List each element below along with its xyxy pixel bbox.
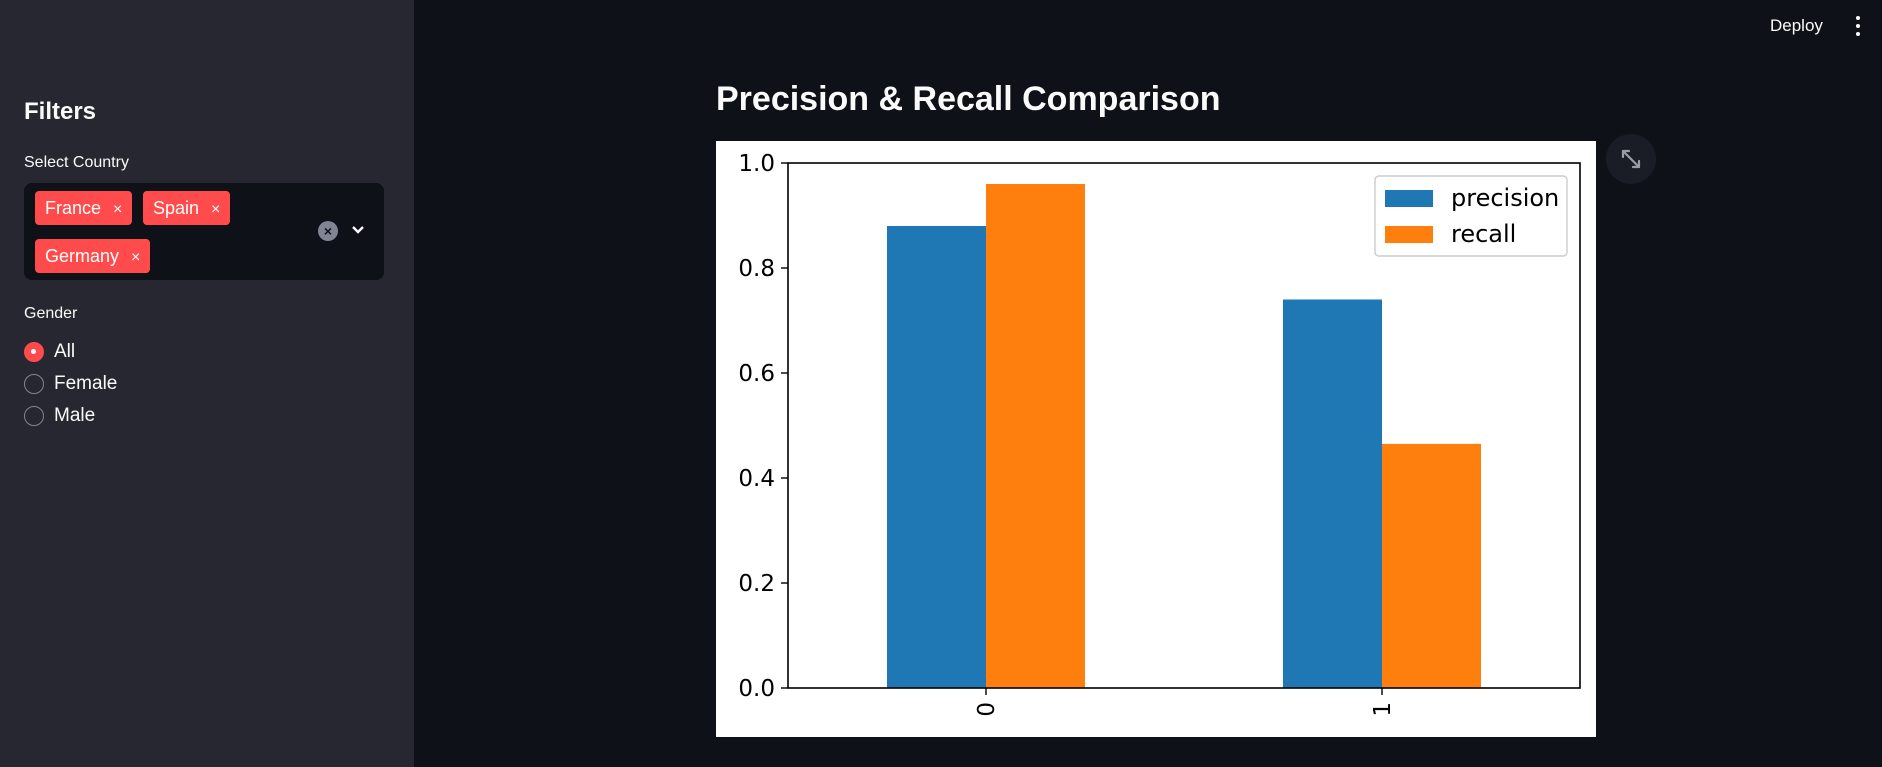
- radio-button-icon[interactable]: [24, 342, 44, 362]
- plot-frame: [787, 162, 1581, 689]
- remove-tag-icon[interactable]: ×: [211, 201, 221, 218]
- chevron-down-icon[interactable]: [348, 217, 368, 241]
- clear-all-icon[interactable]: ×: [318, 221, 338, 241]
- y-tick-label: 0.2: [738, 571, 775, 597]
- radio-all[interactable]: All: [24, 340, 75, 364]
- x-tick-label: 0: [974, 702, 1000, 717]
- tag-label: France: [45, 198, 102, 218]
- sidebar: Filters Select Country France × Spain × Ge…: [0, 0, 414, 767]
- radio-label: All: [54, 341, 76, 362]
- x-tick-label: 1: [1370, 702, 1396, 717]
- chart-container: 0.0 0.2 0.4 0.6 0.8 1.0 0 1 precision recall: [716, 141, 1596, 737]
- country-multiselect[interactable]: France × Spain × Germany × ×: [24, 183, 384, 280]
- legend-swatch-recall: [1385, 226, 1433, 243]
- y-tick-label: 0.4: [738, 466, 775, 492]
- y-tick-label: 0.8: [738, 256, 775, 282]
- radio-male[interactable]: Male: [24, 404, 95, 428]
- legend-swatch-precision: [1385, 190, 1433, 207]
- gender-label: Gender: [24, 305, 78, 322]
- fullscreen-expand-icon[interactable]: [1606, 134, 1656, 184]
- y-tick-label: 1.0: [738, 151, 775, 177]
- bar-recall-0: [986, 184, 1085, 688]
- bar-recall-1: [1382, 443, 1481, 688]
- radio-label: Male: [54, 405, 96, 426]
- radio-female[interactable]: Female: [24, 372, 117, 396]
- bar-chart: 0.0 0.2 0.4 0.6 0.8 1.0 0 1 precision recall: [738, 151, 1581, 717]
- kebab-menu-icon[interactable]: [1850, 10, 1866, 42]
- page-title: Precision & Recall Comparison: [716, 80, 1221, 118]
- bar-precision-1: [1283, 299, 1382, 688]
- tag-germany: Germany ×: [35, 239, 151, 273]
- legend-label-precision: precision: [1451, 184, 1559, 212]
- remove-tag-icon[interactable]: ×: [131, 249, 141, 266]
- remove-tag-icon[interactable]: ×: [113, 201, 123, 218]
- legend-label-recall: recall: [1451, 220, 1516, 248]
- country-select-label: Select Country: [24, 154, 129, 171]
- sidebar-title: Filters: [24, 98, 97, 125]
- deploy-button[interactable]: Deploy: [1770, 16, 1823, 35]
- radio-button-icon[interactable]: [24, 374, 44, 394]
- y-tick-label: 0.6: [738, 361, 775, 387]
- radio-label: Female: [54, 373, 118, 394]
- bar-precision-0: [887, 226, 986, 688]
- tag-france: France ×: [35, 191, 133, 225]
- tag-label: Spain: [153, 198, 200, 218]
- tag-spain: Spain ×: [143, 191, 231, 225]
- radio-button-icon[interactable]: [24, 406, 44, 426]
- tag-label: Germany: [45, 246, 120, 266]
- y-tick-label: 0.0: [738, 676, 775, 702]
